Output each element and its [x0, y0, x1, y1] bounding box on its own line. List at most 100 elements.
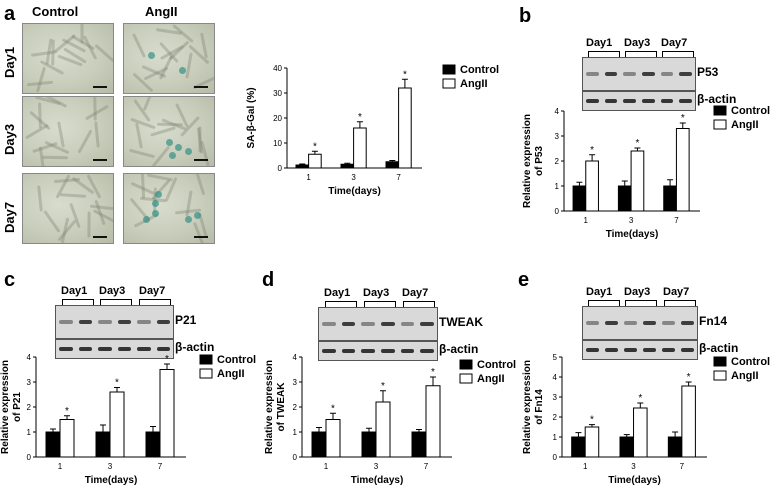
blot-band [642, 99, 655, 103]
blot-band [586, 348, 599, 352]
micrograph-cell [41, 156, 68, 160]
blot-day-label: Day3 [624, 37, 651, 49]
micrograph-cell [43, 209, 61, 233]
scale-bar [93, 236, 107, 238]
y-tick-label: 5 [553, 353, 558, 362]
blot-day-label: Day7 [402, 287, 429, 299]
blot-target-strip [318, 307, 438, 341]
bar-angii [59, 419, 75, 458]
bar-control [340, 163, 355, 169]
blot-band [643, 321, 656, 325]
sa-beta-gal-stain [151, 210, 159, 218]
micrograph-cell [135, 122, 143, 149]
blot-band [361, 322, 375, 326]
blot-loading-strip [318, 341, 438, 361]
x-axis-label: Time(days) [606, 229, 659, 240]
blot-band [604, 99, 618, 103]
blot-band [604, 72, 618, 76]
y-tick-label: 4 [555, 107, 560, 116]
bar-angii [633, 407, 648, 458]
y-tick-label: 1 [293, 428, 298, 437]
sa-beta-gal-stain [175, 144, 183, 152]
x-axis-label: Time(days) [608, 475, 661, 486]
bar-angii [375, 401, 391, 458]
blot-band [679, 72, 692, 76]
legend-label: Control [460, 64, 499, 76]
blot-day-label: Day3 [363, 287, 390, 299]
blot-band [586, 72, 599, 76]
blot-bracket [403, 301, 435, 307]
blot-day-label: Day7 [663, 286, 690, 298]
x-axis-label: Time(days) [85, 475, 138, 486]
significance-marker: * [431, 367, 435, 378]
bar-control [45, 431, 61, 458]
blot-band [679, 99, 692, 103]
legend-swatch [199, 354, 213, 365]
micrograph-cell [93, 97, 97, 121]
column-header-angii: AngII [145, 4, 178, 19]
micrograph-cell [94, 43, 113, 63]
micrograph-cell [142, 97, 155, 112]
scale-bar [194, 159, 208, 161]
blot-loading-label: β-actin [439, 342, 479, 356]
y-tick-label: 3 [555, 132, 560, 141]
y-axis-label: of TWEAK [276, 382, 287, 432]
micrograph-cell [59, 192, 87, 198]
blot-band [642, 72, 655, 76]
bar-angii [398, 87, 412, 169]
blot-band [605, 321, 618, 325]
blot-bracket [588, 300, 620, 306]
sa-beta-gal-stain [185, 148, 193, 156]
legend-label: AngII [217, 368, 245, 380]
blot-bracket [139, 299, 171, 305]
micrograph-cell [37, 102, 42, 129]
blot-bracket [625, 51, 657, 57]
blot-day-label: Day1 [324, 287, 351, 299]
significance-marker: * [381, 381, 385, 392]
micrograph-cell [36, 185, 43, 212]
micrograph-cell [77, 129, 94, 154]
blot-band [322, 322, 336, 326]
significance-marker: * [687, 372, 691, 383]
legend-swatch [713, 356, 727, 367]
bar-control [617, 185, 632, 212]
blot-day-label: Day1 [586, 286, 613, 298]
legend-swatch [442, 78, 456, 89]
blot-day-label: Day3 [99, 285, 126, 297]
bar-angii [325, 419, 341, 458]
blot-band [156, 347, 170, 351]
micrograph-cell [86, 210, 91, 238]
panel-label-c: c [4, 269, 16, 291]
blot-band [623, 99, 636, 103]
scale-bar [194, 236, 208, 238]
bar-angii [109, 391, 125, 458]
blot-band [605, 348, 618, 352]
blot-day-label: Day7 [139, 285, 166, 297]
y-axis-label: Relative expression [522, 360, 533, 454]
blot-bracket [100, 299, 132, 305]
blot-target-label: P53 [697, 65, 719, 79]
y-tick-label: 10 [273, 139, 282, 148]
y-tick-label: 0 [278, 164, 283, 173]
blot-bracket [325, 301, 357, 307]
bar-control [311, 431, 327, 458]
x-tick-label: 3 [629, 216, 634, 225]
blot-target-strip [582, 306, 698, 340]
bar-angii [585, 160, 599, 212]
bar-control [385, 161, 400, 169]
row-header-day1: Day1 [2, 46, 17, 78]
blot-day-label: Day7 [661, 37, 688, 49]
blot-band [420, 322, 434, 326]
micrograph-cell [36, 67, 47, 93]
legend-swatch [199, 368, 213, 379]
x-tick-label: 7 [396, 173, 401, 182]
chart-d: 0 1 2 3 4 Relative expression of TWEAK Time(day… [264, 353, 516, 486]
sa-beta-gal-stain [178, 67, 186, 75]
blot-band [662, 321, 675, 325]
significance-marker: * [331, 403, 335, 414]
sa-beta-gal-stain [193, 211, 201, 219]
y-tick-label: 20 [273, 114, 282, 123]
micrograph-image [123, 23, 215, 94]
blot-target-label: Fn14 [699, 314, 728, 328]
bar-control [619, 436, 635, 458]
